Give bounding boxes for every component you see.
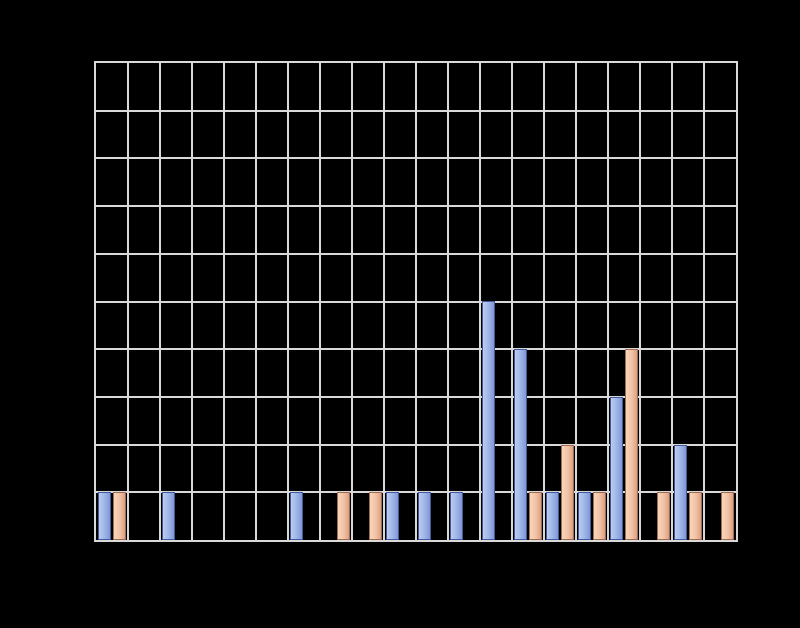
bar-salmon-col-16 [593, 492, 606, 540]
bar-blue-col-1 [98, 492, 111, 540]
bar-salmon-col-9 [369, 492, 382, 540]
bar-blue-col-11 [418, 492, 431, 540]
gridline-horizontal [96, 395, 736, 398]
gridline-horizontal [96, 252, 736, 255]
bar-salmon-col-15 [561, 445, 574, 540]
bar-salmon-col-19 [689, 492, 702, 540]
bar-salmon-col-8 [337, 492, 350, 540]
bar-salmon-col-1 [113, 492, 126, 540]
bar-blue-col-14 [514, 349, 527, 540]
gridline-horizontal [96, 300, 736, 303]
bar-salmon-col-17 [625, 349, 638, 540]
gridline-horizontal [96, 443, 736, 446]
bar-blue-col-19 [674, 445, 687, 540]
plot-area [94, 61, 738, 542]
bar-salmon-col-20 [721, 492, 734, 540]
bar-salmon-col-18 [657, 492, 670, 540]
bar-blue-col-15 [546, 492, 559, 540]
bar-blue-col-13 [482, 301, 495, 540]
gridline-horizontal [96, 157, 736, 160]
gridline-horizontal [96, 205, 736, 208]
bar-blue-col-17 [610, 397, 623, 540]
bar-blue-col-12 [450, 492, 463, 540]
bar-blue-col-7 [290, 492, 303, 540]
bar-blue-col-3 [162, 492, 175, 540]
gridline-horizontal [96, 348, 736, 351]
bar-blue-col-10 [386, 492, 399, 540]
bar-salmon-col-14 [529, 492, 542, 540]
bar-blue-col-16 [578, 492, 591, 540]
gridline-horizontal [96, 491, 736, 494]
gridline-horizontal [96, 109, 736, 112]
